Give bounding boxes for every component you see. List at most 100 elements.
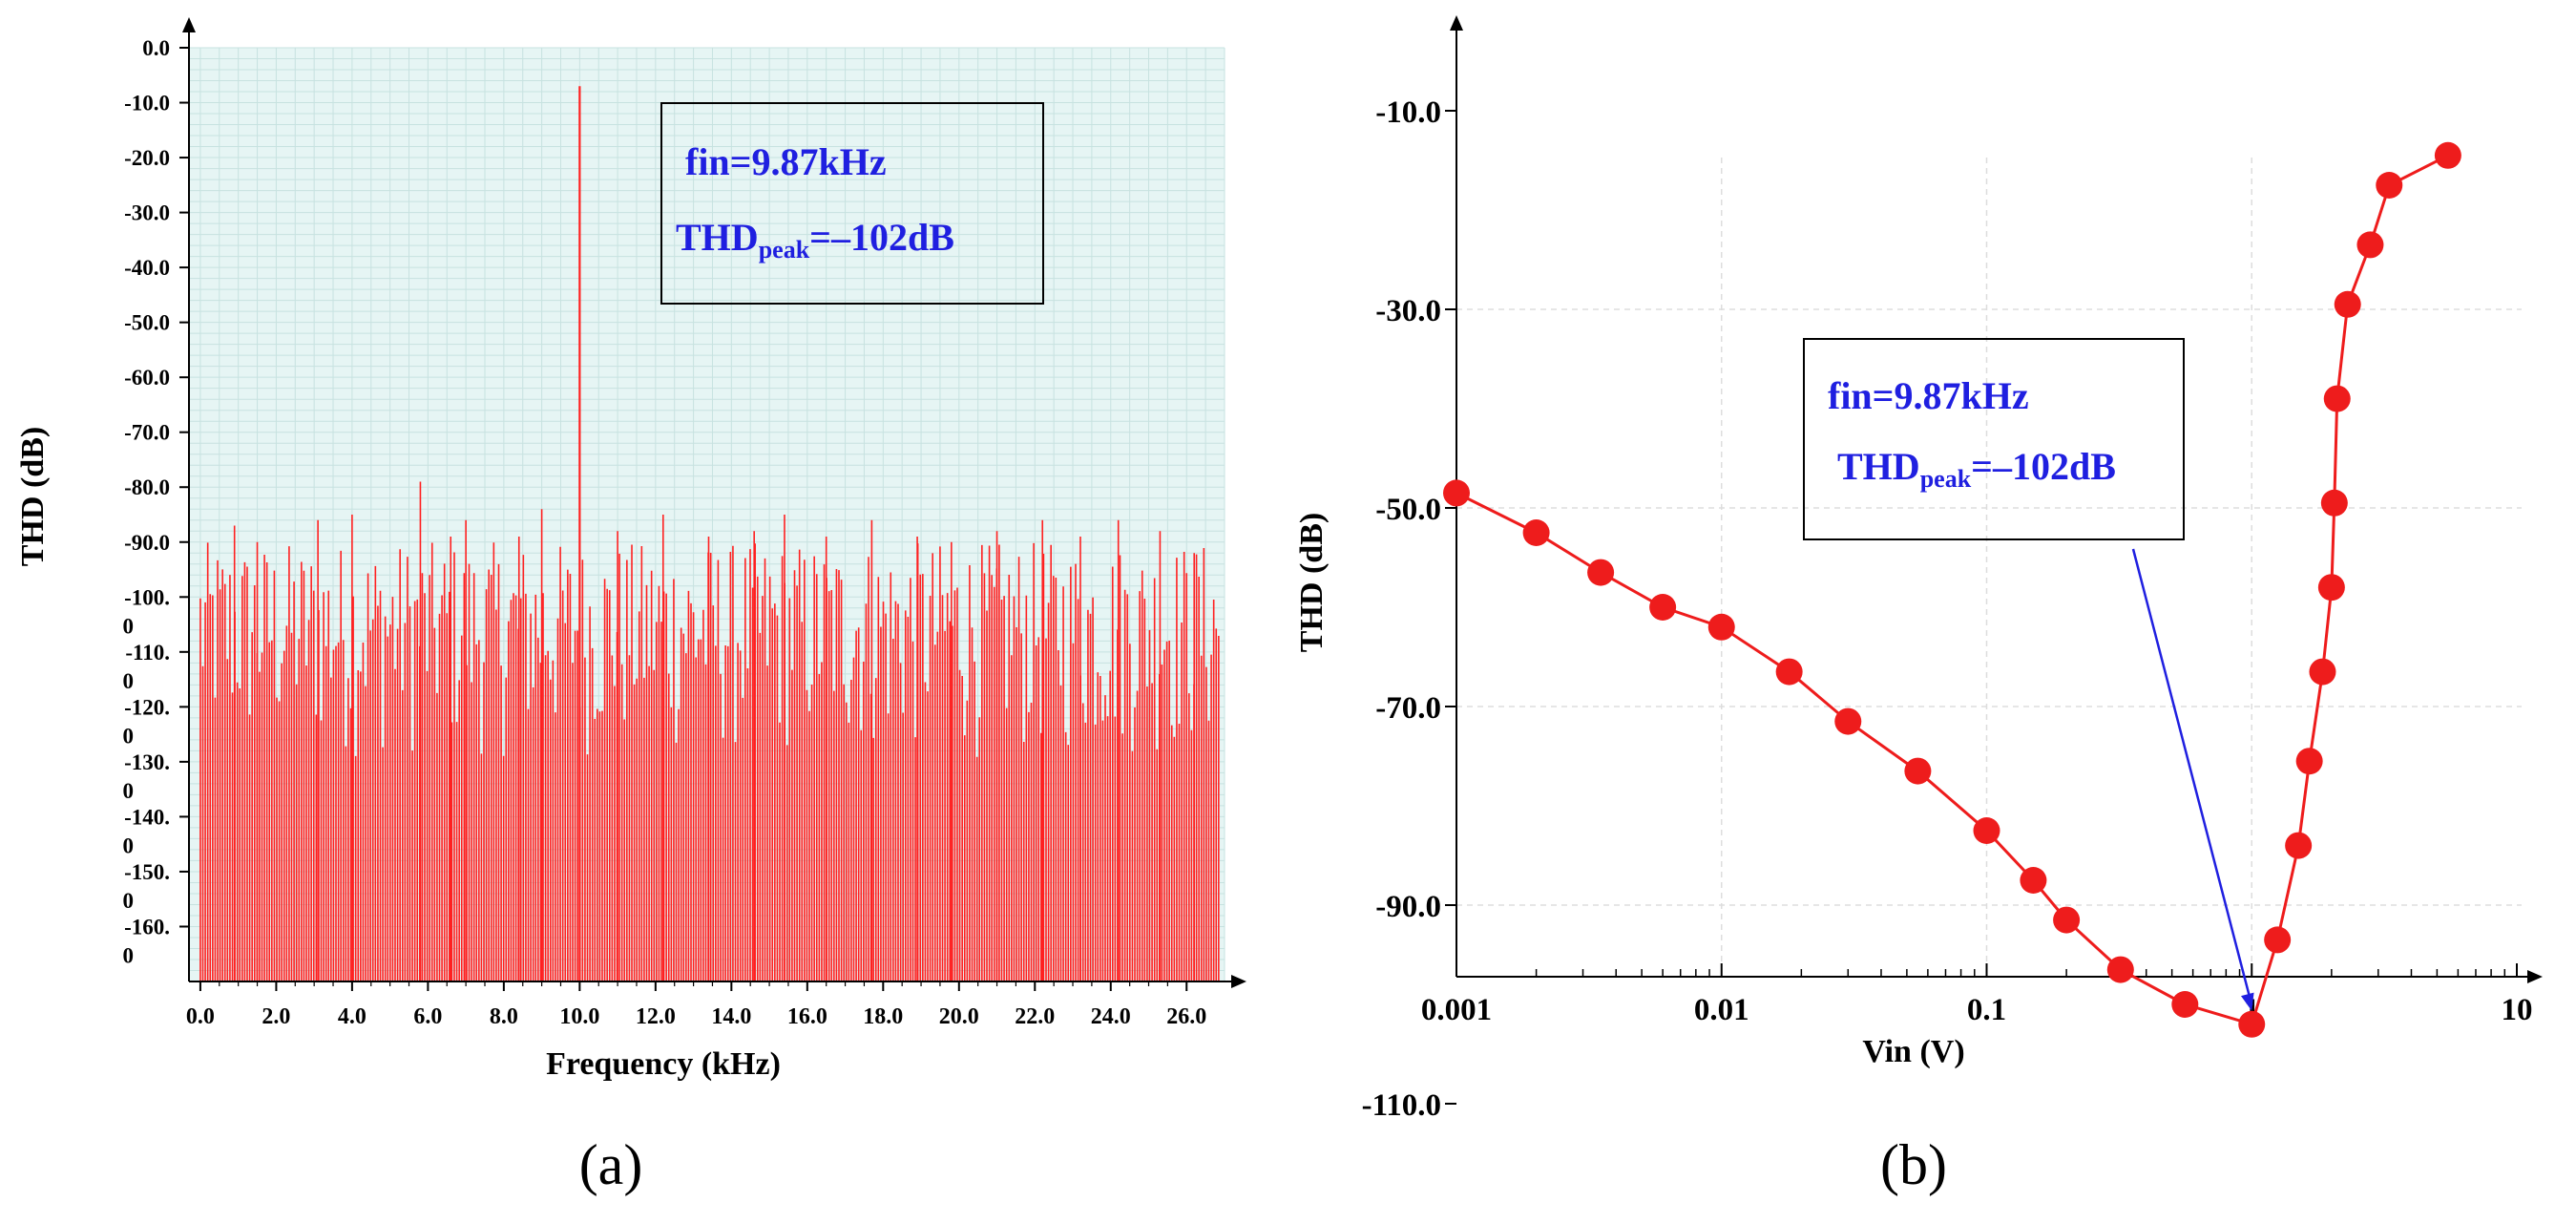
x-tick-label: 16.0 bbox=[787, 1004, 827, 1029]
thd-marker bbox=[2264, 926, 2292, 954]
y-tick-label: -20.0 bbox=[124, 146, 170, 170]
thd-series bbox=[1443, 141, 2461, 1038]
thd-marker bbox=[2309, 658, 2336, 686]
gridlines bbox=[1456, 158, 2522, 977]
y-tick-label-wrap: 0 bbox=[123, 943, 135, 967]
thd-marker bbox=[1649, 594, 1677, 621]
x-tick-label: 0.1 bbox=[1967, 993, 2006, 1027]
x-tick-label: 6.0 bbox=[413, 1004, 442, 1029]
annotation-frame bbox=[1803, 338, 2185, 540]
panel-b-thd-vs-vin-chart: -10.0 -30.0 -50.0 -70.0 -90.0 -110.0 0.001 0.0… bbox=[1294, 15, 2543, 1196]
y-axis-ticks: 0.0 -10.0 -20.0 -30.0 -40.0 -50.0 -60.0 -70.0 -8… bbox=[123, 36, 189, 967]
x-tick-label: 0.001 bbox=[1421, 993, 1492, 1027]
y-tick-label: -50.0 bbox=[124, 311, 170, 335]
x-axis-title: Frequency (kHz) bbox=[546, 1046, 781, 1082]
panel-a-spectrum-chart: 0.0 -10.0 -20.0 -30.0 -40.0 -50.0 -60.0 -70.0 -8… bbox=[15, 17, 1246, 1196]
y-tick-label: -30.0 bbox=[124, 201, 170, 225]
thd-marker bbox=[2320, 489, 2348, 517]
x-tick-label: 0.0 bbox=[186, 1004, 215, 1029]
y-tick-label-wrap: 0 bbox=[123, 779, 135, 803]
plot-area-background bbox=[189, 48, 1225, 981]
x-axis-title: Vin (V) bbox=[1862, 1034, 1964, 1069]
thd-marker bbox=[1707, 613, 1735, 641]
thd-line bbox=[1456, 154, 2449, 1026]
thd-marker bbox=[2323, 385, 2351, 412]
y-tick-label-wrap: 0 bbox=[123, 669, 135, 693]
thd-marker bbox=[2376, 172, 2403, 199]
y-tick-label: -10.0 bbox=[1375, 95, 1441, 130]
x-tick-label: 14.0 bbox=[711, 1004, 751, 1029]
y-tick-label-wrap: 0 bbox=[123, 614, 135, 638]
x-tick-label: 24.0 bbox=[1091, 1004, 1131, 1029]
x-tick-label: 22.0 bbox=[1015, 1004, 1055, 1029]
y-tick-label: -140. bbox=[124, 805, 170, 829]
y-tick-label-wrap: 0 bbox=[123, 834, 135, 857]
x-tick-label: 26.0 bbox=[1166, 1004, 1206, 1029]
thd-marker bbox=[2295, 748, 2323, 775]
y-tick-label: -100. bbox=[124, 585, 170, 609]
y-tick-label: -30.0 bbox=[1375, 294, 1441, 328]
thd-marker bbox=[1973, 817, 2000, 844]
y-tick-label: -70.0 bbox=[1375, 691, 1441, 726]
annotation-arrowhead bbox=[2240, 992, 2254, 1011]
thd-marker bbox=[1904, 757, 1932, 785]
y-tick-label: -90.0 bbox=[1375, 890, 1441, 924]
legend-fin-label: fin=9.87kHz bbox=[685, 140, 887, 183]
thd-marker bbox=[2334, 290, 2361, 318]
y-tick-label: -40.0 bbox=[124, 256, 170, 280]
y-axis-arrowhead bbox=[1450, 15, 1463, 31]
annotation-thd-label: THDpeak=–102dB bbox=[1837, 445, 2116, 493]
thd-marker bbox=[2238, 1010, 2266, 1038]
thd-marker bbox=[1443, 479, 1470, 507]
x-tick-label: 4.0 bbox=[338, 1004, 367, 1029]
y-tick-label-wrap: 0 bbox=[123, 889, 135, 913]
thd-text: THD bbox=[1837, 445, 1920, 488]
x-tick-label: 8.0 bbox=[490, 1004, 518, 1029]
thd-value: =–102dB bbox=[809, 216, 954, 259]
y-axis-ticks: -10.0 -30.0 -50.0 -70.0 -90.0 -110.0 bbox=[1362, 95, 1456, 1123]
y-axis-arrowhead bbox=[182, 17, 196, 32]
y-tick-label: -50.0 bbox=[1375, 493, 1441, 527]
y-tick-label: 0.0 bbox=[142, 36, 170, 60]
thd-marker bbox=[1587, 559, 1615, 586]
thd-text: THD bbox=[676, 216, 759, 259]
thd-marker bbox=[1834, 707, 1862, 735]
thd-marker bbox=[2434, 141, 2461, 169]
y-tick-label: -130. bbox=[124, 750, 170, 774]
y-tick-label: -150. bbox=[124, 860, 170, 884]
y-tick-label: -110.0 bbox=[1362, 1088, 1441, 1123]
legend-thd-label: THDpeak=–102dB bbox=[676, 216, 954, 264]
x-axis-arrowhead bbox=[2527, 970, 2543, 983]
legend-box: fin=9.87kHz THDpeak=–102dB bbox=[660, 102, 1044, 305]
y-tick-label: -70.0 bbox=[124, 421, 170, 445]
x-tick-label: 2.0 bbox=[262, 1004, 290, 1029]
y-tick-label: -90.0 bbox=[124, 531, 170, 555]
x-tick-label: 20.0 bbox=[939, 1004, 979, 1029]
thd-subscript: peak bbox=[1920, 465, 1972, 493]
thd-marker bbox=[2171, 991, 2199, 1018]
y-tick-label: -80.0 bbox=[124, 475, 170, 499]
y-tick-label: -160. bbox=[124, 915, 170, 939]
y-axis-title: THD (dB) bbox=[15, 427, 51, 566]
thd-marker bbox=[2356, 231, 2384, 259]
axes bbox=[182, 17, 1246, 988]
thd-marker bbox=[2053, 906, 2081, 934]
annotation-fin-label: fin=9.87kHz bbox=[1828, 374, 2029, 417]
annotation-arrow bbox=[2131, 548, 2253, 1006]
spectrum-bars bbox=[199, 86, 1220, 981]
y-tick-label: -10.0 bbox=[124, 92, 170, 116]
thd-value: =–102dB bbox=[1971, 445, 2116, 488]
y-tick-label: -120. bbox=[124, 695, 170, 719]
thd-marker bbox=[2106, 956, 2134, 983]
panel-a-caption: (a) bbox=[579, 1133, 643, 1196]
thd-marker bbox=[2020, 867, 2047, 894]
y-tick-label: -110. bbox=[125, 641, 170, 665]
x-tick-label: 10 bbox=[2502, 993, 2533, 1027]
y-tick-label-wrap: 0 bbox=[123, 724, 135, 748]
annotation-box: fin=9.87kHz THDpeak=–102dB bbox=[1803, 338, 2254, 1011]
thd-marker bbox=[2285, 832, 2313, 859]
x-axis-arrowhead bbox=[1231, 975, 1246, 988]
thd-marker bbox=[1522, 519, 1550, 546]
